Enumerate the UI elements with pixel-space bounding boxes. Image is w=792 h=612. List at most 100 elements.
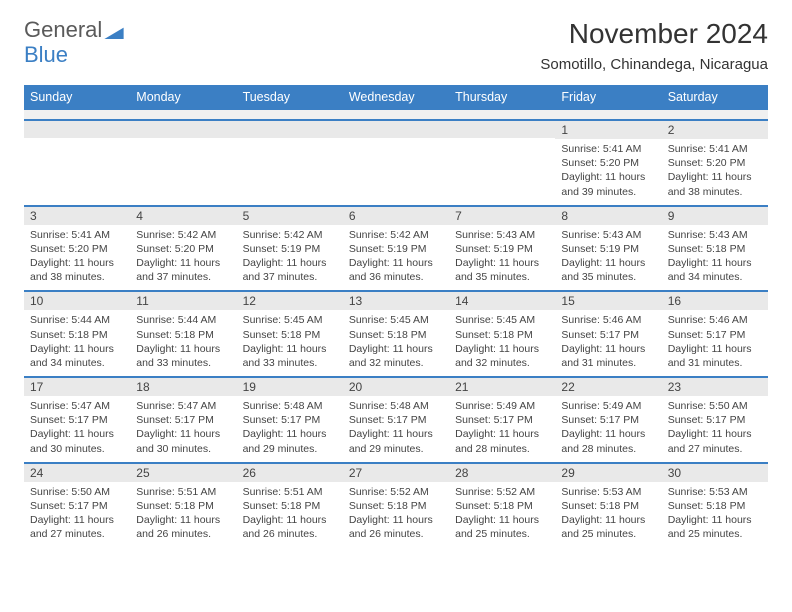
sunset-text: Sunset: 5:18 PM [243, 499, 337, 513]
day-number: 3 [24, 206, 130, 225]
day-header: Tuesday [237, 85, 343, 110]
day-number: 22 [555, 377, 661, 396]
calendar-cell: 14Sunrise: 5:45 AMSunset: 5:18 PMDayligh… [449, 291, 555, 377]
sunset-text: Sunset: 5:18 PM [243, 328, 337, 342]
day-number: 27 [343, 463, 449, 482]
day-number: 4 [130, 206, 236, 225]
calendar-week-row: 17Sunrise: 5:47 AMSunset: 5:17 PMDayligh… [24, 377, 768, 463]
sunset-text: Sunset: 5:20 PM [136, 242, 230, 256]
sunset-text: Sunset: 5:18 PM [561, 499, 655, 513]
sunset-text: Sunset: 5:17 PM [136, 413, 230, 427]
sunrise-text: Sunrise: 5:46 AM [561, 313, 655, 327]
sunset-text: Sunset: 5:18 PM [136, 499, 230, 513]
calendar-cell: 26Sunrise: 5:51 AMSunset: 5:18 PMDayligh… [237, 462, 343, 547]
day-number: 19 [237, 377, 343, 396]
day-number: 30 [662, 463, 768, 482]
daylight-text: Daylight: 11 hours and 39 minutes. [561, 170, 655, 198]
sunset-text: Sunset: 5:18 PM [30, 328, 124, 342]
day-header: Wednesday [343, 85, 449, 110]
day-details: Sunrise: 5:45 AMSunset: 5:18 PMDaylight:… [343, 310, 449, 376]
sunset-text: Sunset: 5:17 PM [30, 499, 124, 513]
sunset-text: Sunset: 5:18 PM [349, 499, 443, 513]
daylight-text: Daylight: 11 hours and 34 minutes. [30, 342, 124, 370]
sunset-text: Sunset: 5:19 PM [349, 242, 443, 256]
day-details: Sunrise: 5:42 AMSunset: 5:19 PMDaylight:… [343, 225, 449, 291]
sunrise-text: Sunrise: 5:42 AM [136, 228, 230, 242]
day-details: Sunrise: 5:42 AMSunset: 5:19 PMDaylight:… [237, 225, 343, 291]
daylight-text: Daylight: 11 hours and 27 minutes. [30, 513, 124, 541]
sunrise-text: Sunrise: 5:48 AM [243, 399, 337, 413]
daylight-text: Daylight: 11 hours and 38 minutes. [30, 256, 124, 284]
day-details: Sunrise: 5:52 AMSunset: 5:18 PMDaylight:… [449, 482, 555, 548]
logo: GeneralBlue [24, 18, 124, 66]
daylight-text: Daylight: 11 hours and 33 minutes. [243, 342, 337, 370]
sunrise-text: Sunrise: 5:42 AM [243, 228, 337, 242]
daylight-text: Daylight: 11 hours and 34 minutes. [668, 256, 762, 284]
sunrise-text: Sunrise: 5:51 AM [136, 485, 230, 499]
calendar-cell: 19Sunrise: 5:48 AMSunset: 5:17 PMDayligh… [237, 377, 343, 463]
calendar-cell: 10Sunrise: 5:44 AMSunset: 5:18 PMDayligh… [24, 291, 130, 377]
day-details: Sunrise: 5:48 AMSunset: 5:17 PMDaylight:… [343, 396, 449, 462]
sunset-text: Sunset: 5:17 PM [349, 413, 443, 427]
day-details: Sunrise: 5:48 AMSunset: 5:17 PMDaylight:… [237, 396, 343, 462]
sunrise-text: Sunrise: 5:41 AM [30, 228, 124, 242]
day-number: 11 [130, 291, 236, 310]
daylight-text: Daylight: 11 hours and 30 minutes. [30, 427, 124, 455]
day-number: 12 [237, 291, 343, 310]
day-number: 16 [662, 291, 768, 310]
sunset-text: Sunset: 5:18 PM [136, 328, 230, 342]
day-number: 10 [24, 291, 130, 310]
calendar-cell: 11Sunrise: 5:44 AMSunset: 5:18 PMDayligh… [130, 291, 236, 377]
day-details: Sunrise: 5:52 AMSunset: 5:18 PMDaylight:… [343, 482, 449, 548]
daylight-text: Daylight: 11 hours and 36 minutes. [349, 256, 443, 284]
day-number: 17 [24, 377, 130, 396]
day-details: Sunrise: 5:43 AMSunset: 5:19 PMDaylight:… [555, 225, 661, 291]
day-number: 13 [343, 291, 449, 310]
sunrise-text: Sunrise: 5:47 AM [136, 399, 230, 413]
sunrise-text: Sunrise: 5:43 AM [561, 228, 655, 242]
sunset-text: Sunset: 5:19 PM [455, 242, 549, 256]
day-details: Sunrise: 5:41 AMSunset: 5:20 PMDaylight:… [662, 139, 768, 205]
calendar-cell: 24Sunrise: 5:50 AMSunset: 5:17 PMDayligh… [24, 462, 130, 547]
daylight-text: Daylight: 11 hours and 32 minutes. [455, 342, 549, 370]
daylight-text: Daylight: 11 hours and 37 minutes. [243, 256, 337, 284]
logo-text-1: General [24, 17, 102, 42]
sunrise-text: Sunrise: 5:51 AM [243, 485, 337, 499]
sunset-text: Sunset: 5:18 PM [455, 328, 549, 342]
day-details: Sunrise: 5:49 AMSunset: 5:17 PMDaylight:… [449, 396, 555, 462]
sunrise-text: Sunrise: 5:52 AM [349, 485, 443, 499]
day-number: 6 [343, 206, 449, 225]
day-header: Monday [130, 85, 236, 110]
calendar-week-row: 24Sunrise: 5:50 AMSunset: 5:17 PMDayligh… [24, 462, 768, 547]
day-number: 23 [662, 377, 768, 396]
sunset-text: Sunset: 5:17 PM [30, 413, 124, 427]
day-details: Sunrise: 5:43 AMSunset: 5:18 PMDaylight:… [662, 225, 768, 291]
daylight-text: Daylight: 11 hours and 25 minutes. [668, 513, 762, 541]
sunrise-text: Sunrise: 5:49 AM [455, 399, 549, 413]
calendar-cell: 16Sunrise: 5:46 AMSunset: 5:17 PMDayligh… [662, 291, 768, 377]
sunrise-text: Sunrise: 5:50 AM [668, 399, 762, 413]
calendar-cell: 28Sunrise: 5:52 AMSunset: 5:18 PMDayligh… [449, 462, 555, 547]
day-number: 5 [237, 206, 343, 225]
sunset-text: Sunset: 5:18 PM [455, 499, 549, 513]
day-details: Sunrise: 5:45 AMSunset: 5:18 PMDaylight:… [237, 310, 343, 376]
sunrise-text: Sunrise: 5:41 AM [668, 142, 762, 156]
calendar-body: 1Sunrise: 5:41 AMSunset: 5:20 PMDaylight… [24, 110, 768, 548]
day-number: 21 [449, 377, 555, 396]
day-details: Sunrise: 5:50 AMSunset: 5:17 PMDaylight:… [662, 396, 768, 462]
daylight-text: Daylight: 11 hours and 27 minutes. [668, 427, 762, 455]
calendar-cell [237, 120, 343, 206]
sunset-text: Sunset: 5:17 PM [561, 413, 655, 427]
calendar-cell: 2Sunrise: 5:41 AMSunset: 5:20 PMDaylight… [662, 120, 768, 206]
sunset-text: Sunset: 5:18 PM [349, 328, 443, 342]
sunrise-text: Sunrise: 5:49 AM [561, 399, 655, 413]
calendar-cell: 12Sunrise: 5:45 AMSunset: 5:18 PMDayligh… [237, 291, 343, 377]
sunrise-text: Sunrise: 5:45 AM [243, 313, 337, 327]
sunset-text: Sunset: 5:20 PM [668, 156, 762, 170]
day-details: Sunrise: 5:41 AMSunset: 5:20 PMDaylight:… [24, 225, 130, 291]
day-header: Thursday [449, 85, 555, 110]
sunset-text: Sunset: 5:17 PM [668, 328, 762, 342]
calendar-cell: 20Sunrise: 5:48 AMSunset: 5:17 PMDayligh… [343, 377, 449, 463]
calendar-cell: 9Sunrise: 5:43 AMSunset: 5:18 PMDaylight… [662, 205, 768, 291]
calendar-cell: 25Sunrise: 5:51 AMSunset: 5:18 PMDayligh… [130, 462, 236, 547]
